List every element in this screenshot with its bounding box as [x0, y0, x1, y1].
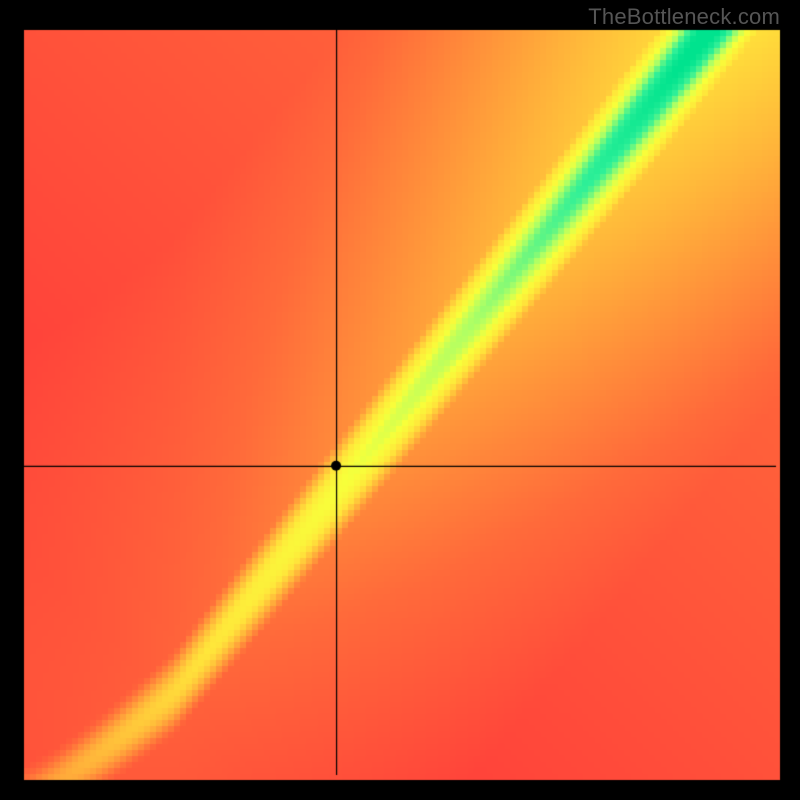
watermark-text: TheBottleneck.com: [588, 4, 780, 30]
heatmap-canvas: [0, 0, 800, 800]
chart-container: TheBottleneck.com: [0, 0, 800, 800]
